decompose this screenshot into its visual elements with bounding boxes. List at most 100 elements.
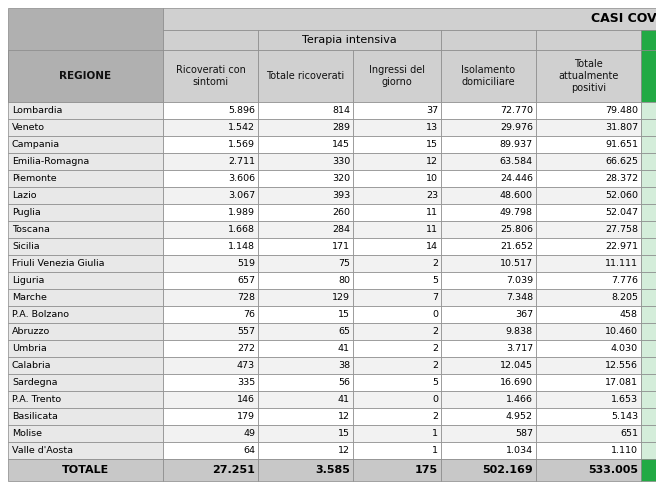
Text: 23: 23 — [426, 191, 438, 200]
Text: 25.806: 25.806 — [500, 225, 533, 234]
Bar — [441, 119, 536, 136]
Text: 79.480: 79.480 — [605, 106, 638, 115]
Bar — [353, 391, 441, 408]
Text: 12.556: 12.556 — [605, 361, 638, 370]
Bar — [8, 187, 163, 204]
Text: 1.148: 1.148 — [228, 242, 255, 251]
Text: 89.937: 89.937 — [500, 140, 533, 149]
Bar — [441, 170, 536, 187]
Text: Totale ricoverati: Totale ricoverati — [266, 71, 344, 81]
Bar — [641, 30, 656, 50]
Bar — [353, 425, 441, 442]
Bar — [258, 425, 353, 442]
Text: 502.169: 502.169 — [482, 465, 533, 475]
Bar — [8, 272, 163, 289]
Bar — [353, 357, 441, 374]
Text: 28.372: 28.372 — [605, 174, 638, 183]
Bar — [641, 459, 656, 481]
Text: P.A. Trento: P.A. Trento — [12, 395, 61, 404]
Bar — [536, 272, 641, 289]
Text: 320: 320 — [332, 174, 350, 183]
Text: 179: 179 — [237, 412, 255, 421]
Bar — [258, 221, 353, 238]
Bar — [258, 391, 353, 408]
Bar — [163, 119, 258, 136]
Text: 66.625: 66.625 — [605, 157, 638, 166]
Bar — [163, 425, 258, 442]
Text: 12: 12 — [426, 157, 438, 166]
Bar — [441, 204, 536, 221]
Text: Abruzzo: Abruzzo — [12, 327, 51, 336]
Text: 38: 38 — [338, 361, 350, 370]
Bar — [441, 459, 536, 481]
Bar — [8, 136, 163, 153]
Bar — [641, 204, 656, 221]
Text: Umbria: Umbria — [12, 344, 47, 353]
Bar — [8, 323, 163, 340]
Text: 10: 10 — [426, 174, 438, 183]
Text: Ingressi del
giorno: Ingressi del giorno — [369, 65, 425, 87]
Text: Emilia-Romagna: Emilia-Romagna — [12, 157, 89, 166]
Text: 2: 2 — [432, 412, 438, 421]
Text: 75: 75 — [338, 259, 350, 268]
Bar — [8, 204, 163, 221]
Bar — [353, 289, 441, 306]
Bar — [441, 306, 536, 323]
Bar — [641, 425, 656, 442]
Bar — [441, 187, 536, 204]
Bar — [8, 119, 163, 136]
Bar — [536, 153, 641, 170]
Text: Totale
attualmente
positivi: Totale attualmente positivi — [558, 60, 619, 92]
Bar — [8, 170, 163, 187]
Text: Molise: Molise — [12, 429, 42, 438]
Text: 289: 289 — [332, 123, 350, 132]
Bar — [641, 357, 656, 374]
Text: Valle d'Aosta: Valle d'Aosta — [12, 446, 73, 455]
Bar — [441, 425, 536, 442]
Text: 11: 11 — [426, 225, 438, 234]
Text: 7: 7 — [432, 293, 438, 302]
Text: 651: 651 — [620, 429, 638, 438]
Bar — [536, 340, 641, 357]
Bar — [258, 272, 353, 289]
Text: 2.711: 2.711 — [228, 157, 255, 166]
Bar — [258, 102, 353, 119]
Bar — [536, 408, 641, 425]
Text: 76: 76 — [243, 310, 255, 319]
Text: P.A. Bolzano: P.A. Bolzano — [12, 310, 69, 319]
Bar — [536, 238, 641, 255]
Bar — [536, 136, 641, 153]
Text: 22.971: 22.971 — [605, 242, 638, 251]
Bar — [353, 255, 441, 272]
Bar — [258, 187, 353, 204]
Text: TOTALE: TOTALE — [62, 465, 109, 475]
Bar — [536, 289, 641, 306]
Bar — [641, 340, 656, 357]
Bar — [353, 323, 441, 340]
Text: Puglia: Puglia — [12, 208, 41, 217]
Text: 3.585: 3.585 — [315, 465, 350, 475]
Text: 52.047: 52.047 — [605, 208, 638, 217]
Bar — [536, 374, 641, 391]
Text: 10.460: 10.460 — [605, 327, 638, 336]
Bar — [536, 119, 641, 136]
Bar — [536, 323, 641, 340]
Bar — [641, 238, 656, 255]
Text: 91.651: 91.651 — [605, 140, 638, 149]
Bar — [353, 459, 441, 481]
Bar — [353, 170, 441, 187]
Bar — [163, 442, 258, 459]
Text: 17.081: 17.081 — [605, 378, 638, 387]
Text: 0: 0 — [432, 310, 438, 319]
Text: Toscana: Toscana — [12, 225, 50, 234]
Text: Sardegna: Sardegna — [12, 378, 58, 387]
Text: Marche: Marche — [12, 293, 47, 302]
Bar — [441, 221, 536, 238]
Text: 1.569: 1.569 — [228, 140, 255, 149]
Text: 4.952: 4.952 — [506, 412, 533, 421]
Text: 657: 657 — [237, 276, 255, 285]
Bar — [8, 8, 163, 102]
Text: 7.039: 7.039 — [506, 276, 533, 285]
Bar — [641, 306, 656, 323]
Text: Sicilia: Sicilia — [12, 242, 39, 251]
